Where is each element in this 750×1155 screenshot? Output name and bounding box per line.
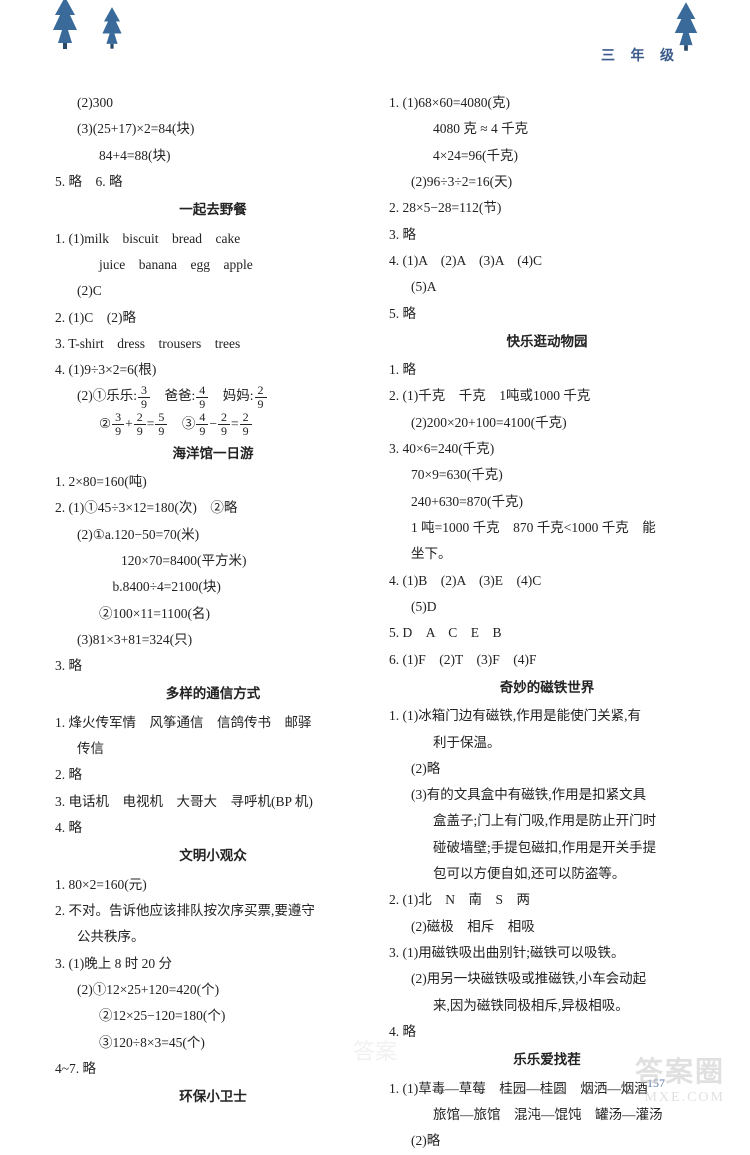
text-line: 2. (1)C (2)略 bbox=[55, 305, 371, 331]
text-line: (2)①12×25+120=420(个) bbox=[55, 977, 371, 1003]
section-title: 奇妙的磁铁世界 bbox=[389, 675, 705, 701]
section-title: 快乐逛动物园 bbox=[389, 329, 705, 355]
text-line: 包可以方便自如,还可以防盗等。 bbox=[389, 861, 705, 887]
text-line: 4080 克 ≈ 4 千克 bbox=[389, 116, 705, 142]
text-line: 碰破墙壁;手提包磁扣,作用是开关手提 bbox=[389, 835, 705, 861]
text-line: 1. 略 bbox=[389, 357, 705, 383]
text-line: ②12×25−120=180(个) bbox=[55, 1003, 371, 1029]
text-line: 5. D A C E B bbox=[389, 620, 705, 646]
text-line: (3)有的文具盒中有磁铁,作用是扣紧文具 bbox=[389, 782, 705, 808]
text-line: 5. 略 6. 略 bbox=[55, 169, 371, 195]
text-line: (3)81×3+81=324(只) bbox=[55, 627, 371, 653]
grade-label: 三 年 级 bbox=[601, 45, 680, 65]
section-title: 一起去野餐 bbox=[55, 197, 371, 223]
text-line: 1. 2×80=160(吨) bbox=[55, 469, 371, 495]
text-line: 4. (1)A (2)A (3)A (4)C bbox=[389, 248, 705, 274]
text-line: 2. (1)千克 千克 1吨或1000 千克 bbox=[389, 383, 705, 409]
tree-icon bbox=[100, 5, 124, 50]
text-line: 利于保温。 bbox=[389, 730, 705, 756]
text-line: 120×70=8400(平方米) bbox=[55, 548, 371, 574]
text-line: 4. (1)9÷3×2=6(根) bbox=[55, 357, 371, 383]
text-line: 4~7. 略 bbox=[55, 1056, 371, 1082]
section-title: 文明小观众 bbox=[55, 843, 371, 869]
text-line: 2. (1)北 N 南 S 两 bbox=[389, 887, 705, 913]
text-line: 4. 略 bbox=[55, 815, 371, 841]
text-line: 6. (1)F (2)T (3)F (4)F bbox=[389, 647, 705, 673]
text-line: 4×24=96(千克) bbox=[389, 143, 705, 169]
text-line: 5. 略 bbox=[389, 301, 705, 327]
section-title: 海洋馆一日游 bbox=[55, 441, 371, 467]
text-line: 3. (1)晚上 8 时 20 分 bbox=[55, 951, 371, 977]
text-line: (2)略 bbox=[389, 756, 705, 782]
tree-icon bbox=[50, 0, 80, 50]
text-line: (2)200×20+100=4100(千克) bbox=[389, 410, 705, 436]
text-line: (5)D bbox=[389, 594, 705, 620]
text-line: (2)C bbox=[55, 278, 371, 304]
text-line: (2)①a.120−50=70(米) bbox=[55, 522, 371, 548]
text-line: (2)用另一块磁铁吸或推磁铁,小车会动起 bbox=[389, 966, 705, 992]
left-column: (2)300(3)(25+17)×2=84(块)84+4=88(块)5. 略 6… bbox=[55, 90, 371, 1061]
text-line: juice banana egg apple bbox=[55, 252, 371, 278]
text-line: 公共秩序。 bbox=[55, 924, 371, 950]
text-line: 1. (1)冰箱门边有磁铁,作用是能使门关紧,有 bbox=[389, 703, 705, 729]
text-line: 坐下。 bbox=[389, 541, 705, 567]
text-line: (2)①乐乐:39 爸爸:49 妈妈:29 bbox=[55, 383, 371, 411]
text-line: 4. (1)B (2)A (3)E (4)C bbox=[389, 568, 705, 594]
text-line: (3)(25+17)×2=84(块) bbox=[55, 116, 371, 142]
text-line: 84+4=88(块) bbox=[55, 143, 371, 169]
text-line: 1. 烽火传军情 风筝通信 信鸽传书 邮驿 bbox=[55, 710, 371, 736]
watermark-line2: MXE.COM bbox=[635, 1090, 725, 1106]
text-line: 盒盖子;门上有门吸,作用是防止开门时 bbox=[389, 808, 705, 834]
text-line: ②39+29=59 ③49−29=29 bbox=[55, 411, 371, 439]
text-line: (2)96÷3÷2=16(天) bbox=[389, 169, 705, 195]
text-line: 来,因为磁铁同极相斥,异极相吸。 bbox=[389, 993, 705, 1019]
text-line: 3. T-shirt dress trousers trees bbox=[55, 331, 371, 357]
text-line: 2. (1)①45÷3×12=180(次) ②略 bbox=[55, 495, 371, 521]
text-line: 3. 略 bbox=[55, 653, 371, 679]
text-line: 3. 略 bbox=[389, 222, 705, 248]
right-column: 1. (1)68×60=4080(克)4080 克 ≈ 4 千克4×24=96(… bbox=[389, 90, 705, 1061]
text-line: 传信 bbox=[55, 736, 371, 762]
text-line: 2. 略 bbox=[55, 762, 371, 788]
section-title: 多样的通信方式 bbox=[55, 681, 371, 707]
text-line: 1. (1)68×60=4080(克) bbox=[389, 90, 705, 116]
section-title: 环保小卫士 bbox=[55, 1084, 371, 1110]
text-line: 1. 80×2=160(元) bbox=[55, 872, 371, 898]
text-line: (2)300 bbox=[55, 90, 371, 116]
text-line: 4. 略 bbox=[389, 1019, 705, 1045]
content-area: (2)300(3)(25+17)×2=84(块)84+4=88(块)5. 略 6… bbox=[55, 90, 705, 1061]
watermark: 答案圈 MXE.COM bbox=[635, 1050, 725, 1106]
text-line: 3. (1)用磁铁吸出曲别针;磁铁可以吸铁。 bbox=[389, 940, 705, 966]
text-line: 2. 28×5−28=112(节) bbox=[389, 195, 705, 221]
text-line: 1 吨=1000 千克 870 千克<1000 千克 能 bbox=[389, 515, 705, 541]
text-line: 70×9=630(千克) bbox=[389, 462, 705, 488]
text-line: (5)A bbox=[389, 274, 705, 300]
tree-icon bbox=[672, 0, 700, 52]
text-line: (2)磁极 相斥 相吸 bbox=[389, 914, 705, 940]
text-line: b.8400÷4=2100(块) bbox=[55, 574, 371, 600]
text-line: (2)略 bbox=[389, 1128, 705, 1154]
text-line: 2. 不对。告诉他应该排队按次序买票,要遵守 bbox=[55, 898, 371, 924]
text-line: 3. 电话机 电视机 大哥大 寻呼机(BP 机) bbox=[55, 789, 371, 815]
text-line: 1. (1)milk biscuit bread cake bbox=[55, 226, 371, 252]
watermark-line1: 答案圈 bbox=[635, 1050, 725, 1090]
text-line: 3. 40×6=240(千克) bbox=[389, 436, 705, 462]
text-line: ③120÷8×3=45(个) bbox=[55, 1030, 371, 1056]
header-decoration: 三 年 级 bbox=[0, 0, 750, 70]
text-line: ②100×11=1100(名) bbox=[55, 601, 371, 627]
text-line: 240+630=870(千克) bbox=[389, 489, 705, 515]
